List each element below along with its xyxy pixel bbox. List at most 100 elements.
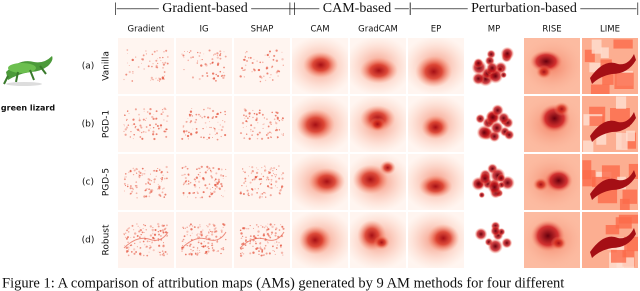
pixel: [211, 78, 214, 80]
attribution-map: [234, 212, 290, 268]
pixel: [272, 58, 275, 61]
pixel: [127, 246, 130, 249]
pixel: [192, 192, 194, 194]
pixel: [207, 107, 209, 109]
pixel: [139, 171, 142, 175]
pixel: [209, 196, 211, 198]
pixel: [192, 250, 195, 252]
pixel: [148, 112, 152, 115]
pixel: [248, 166, 250, 168]
pixel: [251, 179, 254, 181]
pixel: [269, 223, 272, 226]
pixel: [265, 252, 268, 255]
patch: [500, 46, 515, 61]
pixel: [261, 249, 264, 252]
pixel: [163, 253, 165, 255]
pixel: [127, 230, 130, 233]
pixel: [183, 56, 185, 58]
pixel: [222, 248, 225, 251]
pixel: [274, 253, 276, 255]
pixel: [275, 122, 278, 125]
pixel: [131, 224, 134, 227]
pixel: [209, 169, 212, 172]
patch: [487, 180, 502, 195]
pixel: [278, 119, 281, 122]
pixel: [123, 124, 125, 126]
pixel: [225, 168, 227, 170]
pixel: [197, 241, 200, 244]
pixel: [143, 110, 145, 112]
pixel: [213, 224, 216, 227]
pixel: [189, 243, 192, 246]
hotspot: [535, 64, 552, 79]
pixel: [139, 229, 143, 232]
caption: Figure 1: A comparison of attribution ma…: [2, 275, 564, 291]
pixel: [213, 190, 216, 194]
pixel: [256, 137, 259, 140]
pixel: [213, 227, 216, 231]
pixel: [208, 235, 210, 237]
pixel: [239, 192, 242, 195]
pixel: [258, 250, 260, 252]
row-index: (b): [82, 120, 95, 130]
pixel: [199, 224, 201, 226]
pixel: [220, 135, 222, 138]
pixel: [188, 114, 192, 117]
pixel: [281, 177, 284, 180]
pixel: [138, 174, 140, 176]
pixel: [265, 134, 268, 136]
row-name: PGD-5: [102, 168, 112, 196]
pixel: [197, 233, 199, 235]
pixel: [153, 137, 156, 141]
pixel: [249, 241, 251, 243]
pixel: [204, 63, 207, 66]
pixel: [186, 134, 190, 138]
pixel: [223, 51, 225, 53]
pixel: [152, 63, 154, 65]
pixel: [161, 178, 163, 181]
attribution-map: [466, 96, 522, 152]
pixel: [160, 127, 162, 129]
pixel: [153, 169, 156, 172]
pixel: [216, 55, 218, 56]
pixel: [250, 193, 254, 196]
pixel: [130, 237, 132, 239]
pixel: [124, 184, 127, 187]
pixel: [186, 234, 188, 236]
pixel: [133, 242, 136, 245]
pixel: [138, 113, 140, 116]
pixel: [244, 117, 246, 119]
pixel: [207, 246, 209, 248]
pixel: [125, 246, 128, 249]
pixel: [182, 227, 184, 230]
pixel: [132, 188, 134, 190]
column-label: LIME: [600, 25, 620, 35]
pixel: [181, 137, 184, 140]
pixel: [276, 128, 278, 131]
pixel: [150, 76, 153, 80]
pixel: [127, 254, 130, 257]
pixel: [270, 187, 273, 190]
patch: [487, 238, 503, 254]
pixel: [281, 119, 282, 121]
attribution-map: [176, 96, 232, 152]
attribution-map: [524, 96, 580, 152]
pixel: [133, 169, 136, 172]
pixel: [211, 233, 214, 236]
pixel: [136, 128, 138, 130]
pixel: [156, 124, 159, 128]
hotspot: [359, 57, 398, 84]
pixel: [164, 61, 167, 64]
pixel: [183, 247, 185, 249]
pixel: [188, 253, 191, 256]
column-label: Gradient: [128, 25, 166, 35]
pixel: [215, 181, 218, 184]
attribution-map: [176, 212, 232, 268]
pixel: [196, 252, 199, 255]
pixel: [257, 68, 261, 72]
pixel: [130, 251, 133, 253]
pixel: [270, 74, 272, 76]
pixel: [262, 234, 266, 237]
pixel: [184, 173, 186, 176]
pixel: [205, 239, 207, 241]
